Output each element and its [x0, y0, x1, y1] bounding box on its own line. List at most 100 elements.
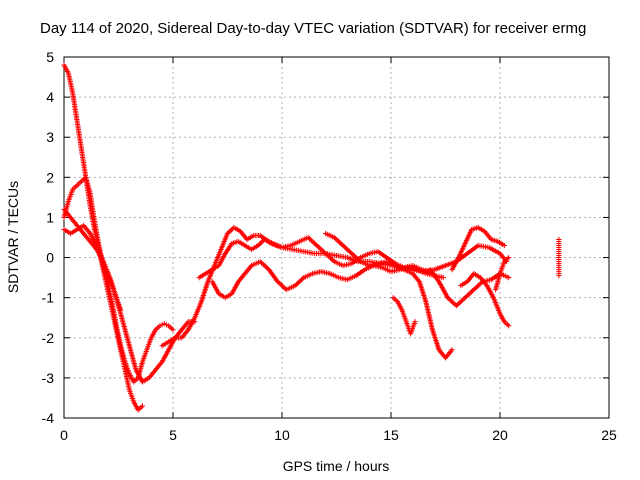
data-point — [237, 280, 240, 283]
data-point — [558, 242, 560, 245]
y-tick-label: 2 — [46, 169, 54, 185]
data-point — [507, 324, 510, 327]
data-point — [63, 216, 65, 219]
data-point — [451, 349, 453, 351]
axis-ticks — [63, 56, 610, 419]
data-point — [324, 252, 327, 255]
data-point — [252, 234, 255, 237]
y-tick-label: -4 — [42, 410, 55, 426]
x-tick-label: 20 — [492, 427, 508, 443]
data-point — [294, 284, 296, 287]
data-point — [451, 268, 453, 271]
data-point — [507, 276, 510, 279]
data-point — [187, 320, 190, 323]
data-point — [154, 328, 157, 331]
data-point — [67, 72, 70, 74]
plot-frame — [63, 56, 610, 419]
data-point — [442, 276, 445, 279]
data-point — [464, 242, 466, 245]
data-point — [276, 280, 279, 283]
data-point — [558, 262, 560, 265]
data-point — [438, 280, 440, 283]
series-track-2 — [135, 321, 176, 381]
data-point — [558, 246, 560, 249]
data-point — [464, 296, 466, 299]
data-point — [71, 92, 74, 94]
data-point — [198, 276, 200, 279]
data-point — [150, 336, 152, 339]
series-track-15 — [556, 236, 562, 279]
series-track-9 — [323, 230, 455, 361]
data-point — [148, 377, 150, 379]
data-point — [237, 240, 240, 243]
data-point — [368, 264, 371, 267]
data-point — [392, 296, 394, 299]
data-point — [457, 256, 460, 259]
data-point — [200, 300, 203, 303]
x-tick-labels: 0 5 10 15 20 25 — [60, 427, 617, 443]
data-point — [141, 381, 144, 383]
series-track-14 — [493, 254, 512, 293]
data-point — [499, 272, 501, 275]
data-point — [217, 292, 220, 295]
data-point — [263, 238, 266, 241]
y-tick-label: 5 — [46, 49, 54, 65]
data-point — [466, 252, 469, 255]
data-point — [558, 270, 560, 273]
data-point — [244, 244, 246, 247]
data-point — [63, 64, 65, 66]
data-point — [329, 272, 331, 275]
data-point — [446, 296, 449, 299]
data-point — [350, 262, 353, 265]
data-point — [385, 260, 388, 263]
y-tick-labels: -4 -3 -2 -1 0 1 2 3 4 5 — [42, 49, 55, 426]
data-point — [307, 236, 309, 239]
data-point — [161, 361, 163, 363]
y-tick-label: 4 — [46, 89, 54, 105]
data-point — [490, 238, 493, 241]
data-point — [364, 268, 366, 271]
data-point — [246, 238, 248, 241]
data-point — [115, 296, 118, 299]
data-point — [303, 250, 305, 253]
data-point — [425, 272, 427, 275]
data-point — [89, 240, 91, 243]
data-point — [259, 234, 262, 237]
data-point — [444, 264, 447, 267]
data-point — [102, 260, 105, 263]
data-point — [486, 284, 488, 287]
y-axis-label: SDTVAR / TECUs — [5, 181, 21, 293]
data-point — [259, 260, 262, 263]
data-point — [207, 280, 209, 283]
data-point — [167, 349, 170, 351]
data-point — [342, 244, 344, 247]
data-point — [63, 228, 65, 231]
data-point — [76, 228, 78, 231]
data-point — [82, 224, 85, 227]
data-point — [333, 236, 336, 239]
data-point — [320, 270, 323, 273]
data-point — [483, 230, 486, 233]
data-point — [499, 252, 501, 255]
data-point — [497, 240, 499, 243]
data-point — [431, 328, 434, 331]
data-point — [385, 256, 388, 259]
data-point — [444, 357, 447, 359]
data-point — [394, 264, 397, 267]
data-point — [268, 268, 270, 271]
data-point — [412, 272, 414, 275]
series-track-10 — [390, 295, 418, 337]
data-point — [396, 300, 399, 303]
y-tick-label: 1 — [46, 209, 54, 225]
data-point — [93, 220, 96, 223]
data-point — [377, 250, 379, 253]
data-point — [137, 409, 139, 411]
data-point — [473, 288, 475, 291]
data-point — [558, 250, 560, 253]
series-track-5 — [61, 222, 198, 385]
data-point — [76, 224, 78, 227]
data-point — [558, 274, 560, 277]
data-point — [67, 200, 70, 203]
data-point — [416, 268, 418, 271]
data-point — [224, 296, 227, 299]
